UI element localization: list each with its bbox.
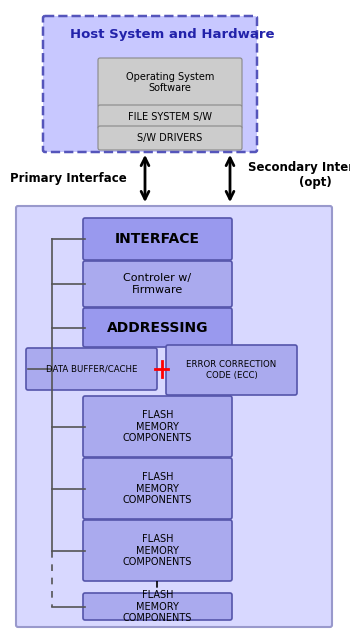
Text: FLASH
MEMORY
COMPONENTS: FLASH MEMORY COMPONENTS (123, 410, 192, 443)
FancyBboxPatch shape (83, 261, 232, 307)
Text: Secondary Interface
(opt): Secondary Interface (opt) (248, 161, 350, 189)
Text: Host System and Hardware: Host System and Hardware (70, 28, 274, 41)
Text: FLASH
MEMORY
COMPONENTS: FLASH MEMORY COMPONENTS (123, 534, 192, 567)
Text: DATA BUFFER/CACHE: DATA BUFFER/CACHE (46, 365, 137, 374)
FancyBboxPatch shape (43, 16, 257, 152)
FancyBboxPatch shape (83, 396, 232, 457)
FancyBboxPatch shape (83, 520, 232, 581)
Text: ADDRESSING: ADDRESSING (107, 321, 208, 334)
FancyBboxPatch shape (16, 206, 332, 627)
FancyBboxPatch shape (83, 308, 232, 347)
Text: S/W DRIVERS: S/W DRIVERS (137, 133, 203, 143)
Text: FLASH
MEMORY
COMPONENTS: FLASH MEMORY COMPONENTS (123, 472, 192, 505)
Text: Primary Interface: Primary Interface (10, 171, 127, 184)
Text: INTERFACE: INTERFACE (115, 232, 200, 246)
FancyBboxPatch shape (166, 345, 297, 395)
Text: Controler w/
Firmware: Controler w/ Firmware (124, 273, 191, 295)
FancyBboxPatch shape (83, 458, 232, 519)
Text: FLASH
MEMORY
COMPONENTS: FLASH MEMORY COMPONENTS (123, 590, 192, 623)
Text: Operating System
Software: Operating System Software (126, 71, 214, 93)
FancyBboxPatch shape (26, 348, 157, 390)
FancyBboxPatch shape (83, 593, 232, 620)
Text: FILE SYSTEM S/W: FILE SYSTEM S/W (128, 112, 212, 122)
FancyBboxPatch shape (98, 126, 242, 150)
Text: ERROR CORRECTION
CODE (ECC): ERROR CORRECTION CODE (ECC) (186, 360, 276, 380)
FancyBboxPatch shape (98, 105, 242, 129)
FancyBboxPatch shape (98, 58, 242, 107)
FancyBboxPatch shape (83, 218, 232, 260)
